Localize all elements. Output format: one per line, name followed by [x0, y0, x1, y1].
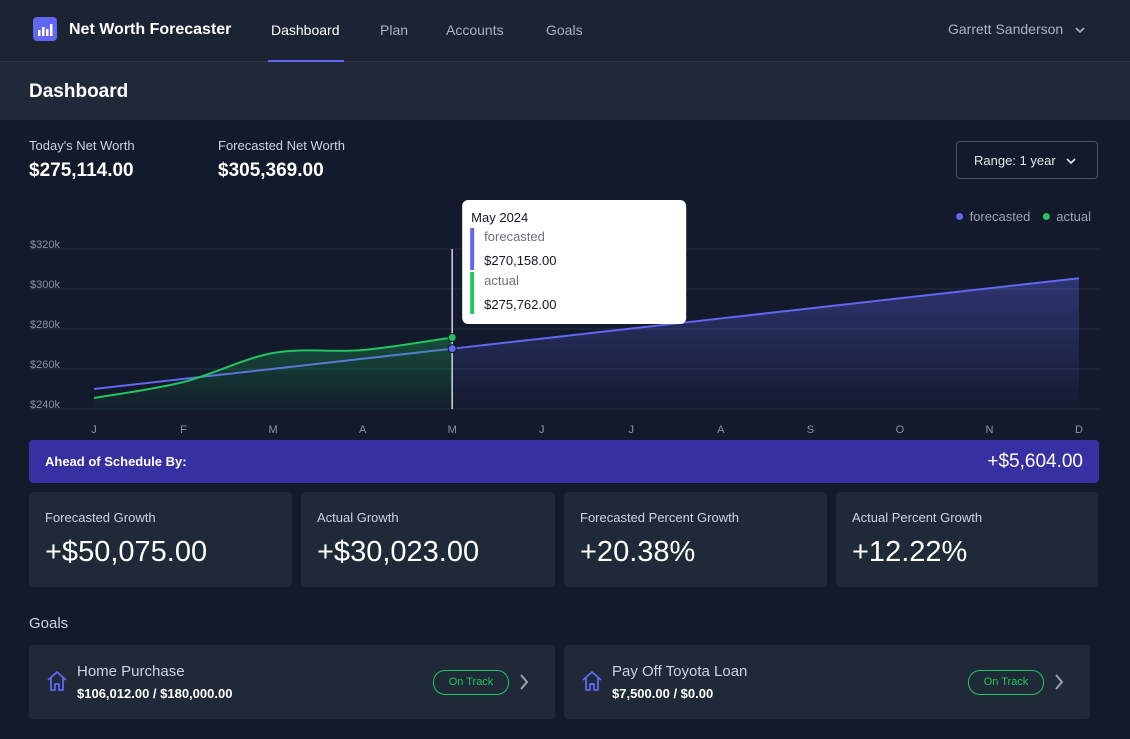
nav-item[interactable]: Goals [546, 22, 583, 38]
y-tick-label: $260k [30, 359, 60, 371]
tooltip [462, 200, 687, 324]
area [94, 337, 453, 409]
chevron-right[interactable] [517, 673, 531, 691]
app-name[interactable]: Net Worth Forecaster [69, 21, 232, 38]
ahead-value: +$5,604.00 [987, 451, 1083, 472]
goal-name: Pay Off Toyota Loan [612, 663, 748, 680]
stat-value: +20.38% [580, 536, 696, 568]
nav-item[interactable]: Dashboard [271, 22, 340, 38]
chevron [1075, 27, 1085, 34]
y-tick-label: $280k [30, 319, 60, 331]
range-label: Range: 1 year [974, 153, 1056, 168]
goals-title: Goals [29, 615, 69, 632]
legend-swatch [1042, 213, 1050, 220]
nav-active-indicator [268, 60, 344, 62]
tooltip-value: $270,158.00 [484, 253, 556, 268]
y-tick-label: $320k [30, 239, 60, 251]
page-title: Dashboard [29, 81, 129, 102]
x-tick-label: O [896, 424, 905, 436]
goal-name: Home Purchase [77, 663, 185, 680]
summary-value: $275,114.00 [29, 160, 134, 181]
stat-label: Actual Growth [317, 510, 399, 525]
stat-card [564, 492, 827, 587]
x-tick-label: J [629, 424, 635, 436]
house-icon [47, 671, 67, 691]
stat-value: +12.22% [852, 536, 968, 568]
status-badge: On Track [968, 670, 1044, 695]
status-badge: On Track [433, 670, 509, 695]
x-tick-label: S [807, 424, 814, 436]
line [93, 336, 453, 399]
hover-point [447, 332, 457, 342]
ahead-banner [29, 440, 1099, 483]
legend-swatch [956, 213, 964, 220]
nav-item[interactable]: Plan [380, 22, 409, 38]
nav-item[interactable]: Accounts [446, 22, 504, 38]
ahead-label: Ahead of Schedule By: [45, 454, 187, 469]
hover-point [447, 344, 457, 354]
x-tick-label: A [717, 424, 725, 436]
goal-progress: $106,012.00 / $180,000.00 [77, 686, 233, 701]
x-tick-label: N [985, 424, 993, 436]
chevron-right[interactable] [1052, 673, 1066, 691]
stat-card [836, 492, 1098, 587]
legend-label: forecasted [970, 209, 1031, 224]
header [0, 0, 1130, 62]
logo[interactable] [33, 17, 57, 41]
x-tick-label: J [91, 424, 97, 436]
stat-value: +$30,023.00 [317, 536, 480, 568]
goal-card[interactable] [29, 645, 555, 719]
chevron [1066, 158, 1076, 165]
x-tick-label: M [269, 424, 278, 436]
x-tick-label: D [1075, 424, 1083, 436]
chart: $240k $260k $280k $300k $320k J F M A M J J A S O N Dact… [30, 200, 1099, 436]
stat-value: +$50,075.00 [45, 536, 208, 568]
summary-label: Forecasted Net Worth [218, 138, 345, 153]
x-tick-label: J [539, 424, 545, 436]
stat-label: Forecasted Percent Growth [580, 510, 739, 525]
stat-card [301, 492, 555, 587]
stat-card [29, 492, 292, 587]
x-tick-label: M [448, 424, 457, 436]
tooltip-swatch [470, 272, 475, 314]
house-icon [582, 671, 602, 691]
goal-card[interactable] [564, 645, 1090, 719]
summary-value: $305,369.00 [218, 160, 324, 181]
tooltip-swatch [470, 228, 475, 270]
range-button[interactable]: Range: 1 year [956, 141, 1098, 179]
y-tick-label: $240k [30, 399, 60, 411]
tooltip-title: May 2024 [471, 210, 528, 225]
summary-label: Today's Net Worth [29, 138, 135, 153]
x-tick-label: A [359, 424, 367, 436]
goal-progress: $7,500.00 / $0.00 [612, 686, 714, 701]
stat-label: Forecasted Growth [45, 510, 156, 525]
title-bar [0, 62, 1130, 120]
x-tick-label: F [180, 424, 187, 436]
y-tick-label: $300k [30, 279, 60, 291]
area [452, 278, 1079, 409]
tooltip-value: $275,762.00 [484, 297, 556, 312]
tooltip-name: forecasted [484, 229, 545, 244]
tooltip-name: actual [484, 273, 519, 288]
user-menu[interactable]: Garrett Sanderson [948, 21, 1064, 37]
legend-label: actual [1056, 209, 1091, 224]
stat-label: Actual Percent Growth [852, 510, 983, 525]
